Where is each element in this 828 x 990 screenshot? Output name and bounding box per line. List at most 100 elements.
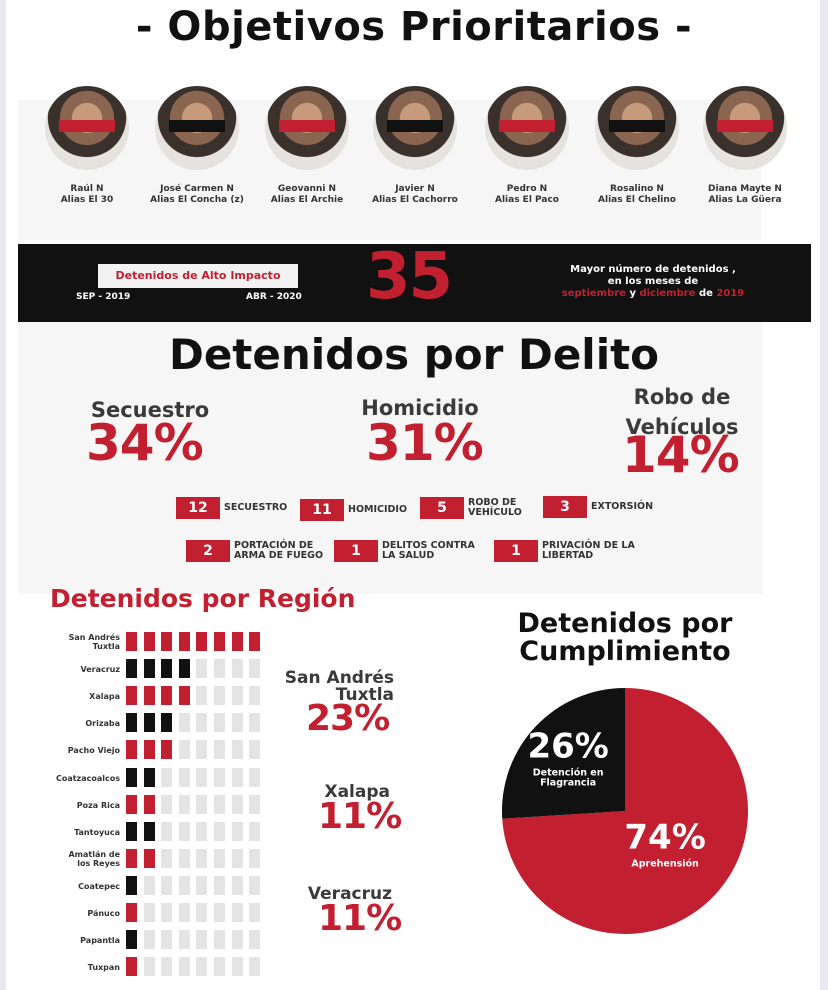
banner-period-to: ABR - 2020 (246, 292, 302, 302)
profile-card: Javier N Alias El Cachorro (350, 86, 480, 206)
region-cell-empty (178, 795, 190, 814)
region-cell-empty (214, 903, 225, 922)
region-cell-empty (249, 957, 261, 976)
region-cell-filled (178, 686, 190, 705)
region-cell-empty (231, 903, 243, 922)
region-cell-filled (126, 768, 137, 787)
censor-bar (499, 120, 555, 132)
region-cell-empty (249, 849, 261, 868)
profile-alias: Alias El Cachorro (372, 195, 458, 205)
region-cell-empty (249, 930, 261, 949)
region-cell-empty (249, 713, 261, 732)
region-name: Pánuco (87, 908, 120, 918)
stat-label-robo-vehiculos: Robo de Vehículos (625, 385, 739, 439)
region-cell-empty (214, 849, 225, 868)
region-cell-filled (161, 632, 173, 651)
profile-name: Geovanni N (277, 184, 337, 194)
region-cell-empty (249, 686, 261, 705)
region-cell-empty (196, 957, 208, 976)
profile-name: Diana Mayte N (708, 184, 782, 194)
region-cell-empty (231, 713, 243, 732)
region-cell-filled (126, 659, 137, 678)
censor-bar (59, 120, 115, 132)
profile-name: Pedro N (506, 184, 548, 194)
region-cell-empty (249, 876, 261, 895)
banner-note-line3: septiembre y diciembre de 2019 (528, 288, 778, 300)
region-cell-empty (231, 740, 243, 759)
avatar (155, 86, 239, 170)
region-cell-empty (143, 930, 155, 949)
region-name: Xalapa (89, 691, 120, 701)
region-cell-empty (196, 795, 208, 814)
avatar (45, 86, 129, 170)
banner-note-line2: en los meses de (607, 276, 699, 287)
count-value: 3 (543, 496, 587, 518)
region-cell-filled (143, 713, 155, 732)
region-cell-empty (196, 686, 208, 705)
region-cell-empty (143, 876, 155, 895)
profile-alias: Alias La Güera (708, 195, 782, 205)
pie-slice-label: Aprehensión (631, 859, 699, 870)
pie-pct-label: 74% (624, 818, 705, 858)
region-cell-empty (214, 930, 225, 949)
region-cell-filled (196, 632, 208, 651)
region-cell-empty (249, 795, 261, 814)
region-cell-filled (143, 768, 155, 787)
region-cell-empty (178, 822, 190, 841)
region-cell-empty (214, 822, 225, 841)
region-cell-empty (196, 903, 208, 922)
count-value: 5 (420, 497, 464, 519)
region-cell-empty (196, 740, 208, 759)
region-cell-filled (161, 713, 173, 732)
avatar (373, 86, 457, 170)
region-cell-empty (143, 903, 155, 922)
region-cell-empty (161, 903, 173, 922)
top-region-label-3: Veracruz (307, 884, 392, 904)
count-label: DELITOS CONTRA LA SALUD (382, 540, 475, 561)
region-cell-empty (214, 795, 225, 814)
region-cell-filled (126, 903, 137, 922)
region-cell-empty (214, 957, 225, 976)
region-cell-empty (196, 713, 208, 732)
profile-card: Pedro N Alias El Paco (462, 86, 592, 206)
banner-note-year: 2019 (716, 288, 745, 299)
count-chip-homicidio: 11 HOMICIDIO (300, 499, 407, 521)
region-cell-empty (196, 659, 208, 678)
region-cell-empty (214, 740, 225, 759)
pie-slice (502, 688, 748, 934)
region-cell-empty (231, 686, 243, 705)
count-chip-salud: 1 DELITOS CONTRA LA SALUD (334, 540, 475, 562)
count-value: 12 (176, 497, 220, 519)
profile-name: José Carmen N (160, 184, 234, 194)
count-label: HOMICIDIO (348, 504, 408, 515)
banner-note: Mayor número de detenidos , en los meses… (528, 264, 778, 300)
region-cell-empty (249, 659, 261, 678)
region-cell-empty (161, 957, 173, 976)
region-cell-filled (126, 740, 137, 759)
censor-bar (387, 120, 443, 132)
top-region-label-1: San Andrés Tuxtla (284, 668, 394, 705)
region-cell-empty (214, 768, 225, 787)
region-cell-empty (214, 659, 225, 678)
delito-panel (18, 322, 763, 594)
region-cell-filled (161, 659, 173, 678)
region-cell-empty (249, 822, 261, 841)
region-cell-empty (161, 822, 173, 841)
stat-pct-robo-vehiculos: 14% (622, 426, 740, 484)
banner-total: 35 (366, 240, 453, 314)
region-cell-filled (143, 686, 155, 705)
region-cell-empty (161, 849, 173, 868)
top-region-label-2: Xalapa (324, 782, 390, 802)
region-name: San Andrés Tuxtla (68, 633, 120, 651)
region-cell-empty (143, 957, 155, 976)
region-cell-empty (161, 876, 173, 895)
top-region-pct-1: 23% (306, 698, 390, 739)
region-cell-empty (161, 930, 173, 949)
region-cell-empty (249, 768, 261, 787)
region-cell-empty (231, 822, 243, 841)
censor-bar (717, 120, 773, 132)
count-value: 11 (300, 499, 344, 521)
pie-slice (502, 688, 625, 819)
banner-tag: Detenidos de Alto Impacto (98, 264, 298, 288)
